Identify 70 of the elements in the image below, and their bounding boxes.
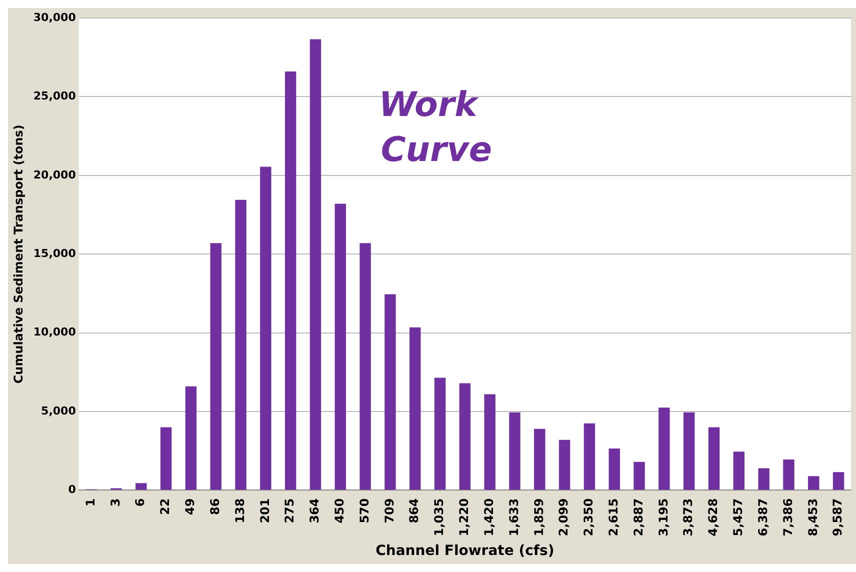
bar (708, 427, 720, 490)
y-axis-title: Cumulative Sediment Transport (tons) (11, 124, 26, 384)
x-tick-label: 8,453 (806, 498, 820, 536)
bar (360, 243, 371, 490)
bar (658, 408, 670, 490)
bar (260, 166, 272, 490)
x-tick-label: 1,220 (457, 498, 472, 536)
x-tick-label: 7,386 (780, 498, 795, 536)
bar (334, 204, 346, 490)
x-tick-label: 201 (258, 498, 272, 524)
x-tick-label: 1,035 (432, 498, 446, 536)
y-tick-label: 30,000 (33, 10, 76, 24)
x-tick-label: 2,099 (556, 498, 571, 536)
x-tick-label: 1,633 (506, 498, 521, 536)
x-tick-label: 138 (232, 498, 247, 524)
bar (136, 483, 147, 490)
x-tick-label: 6,387 (756, 498, 770, 536)
x-tick-label: 86 (208, 498, 222, 515)
bar (534, 428, 546, 490)
y-tick-label: 15,000 (33, 246, 76, 260)
bar (210, 243, 222, 490)
bar (410, 327, 421, 490)
x-tick-label: 864 (407, 498, 422, 524)
y-tick-label: 20,000 (33, 168, 76, 182)
x-tick-label: 709 (382, 498, 396, 524)
bar (235, 200, 246, 490)
y-tick-label: 0 (68, 483, 76, 496)
x-tick-label: 3,195 (656, 498, 670, 536)
bar (608, 448, 620, 490)
x-tick-label: 49 (183, 498, 198, 515)
x-tick-label: 9,587 (830, 498, 845, 536)
x-tick-label: 2,615 (606, 498, 620, 536)
bar (484, 394, 496, 490)
bar (558, 440, 570, 490)
bar (758, 468, 770, 490)
x-tick-label: 1,859 (532, 498, 546, 536)
x-tick-label: 22 (158, 498, 172, 515)
x-tick-label: 4,628 (706, 498, 720, 536)
bar (509, 412, 520, 490)
x-tick-label: 5,457 (731, 498, 746, 536)
bar (733, 452, 745, 490)
bar (832, 472, 844, 490)
x-tick-label: 364 (308, 498, 322, 524)
x-tick-label: 2,350 (582, 498, 596, 536)
bar (384, 294, 396, 490)
y-tick-label: 5,000 (41, 404, 76, 418)
bar (634, 462, 645, 490)
x-axis-title: Channel Flowrate (cfs) (376, 543, 554, 560)
x-tick-label: 1,420 (482, 498, 496, 536)
bar (584, 423, 596, 490)
bar (160, 427, 172, 490)
bar (808, 476, 820, 490)
bar (683, 412, 695, 490)
bar (310, 39, 322, 490)
x-tick-label: 570 (357, 498, 372, 524)
annotation: Work Curve (378, 84, 492, 170)
y-tick-label: 25,000 (33, 90, 76, 103)
x-tick-label: 2,887 (631, 498, 646, 536)
y-tick-label: 10,000 (33, 326, 76, 339)
x-tick-label: 1 (83, 498, 98, 507)
bar (185, 386, 197, 490)
x-tick-label: 3,873 (681, 498, 696, 536)
x-tick-label: 450 (332, 498, 347, 524)
x-tick-label: 275 (282, 498, 297, 524)
bar (434, 378, 446, 490)
x-tick-label: 6 (133, 498, 148, 507)
bar (783, 460, 794, 490)
bar (459, 383, 471, 490)
bar (284, 72, 296, 490)
x-tick-label: 3 (108, 498, 122, 507)
